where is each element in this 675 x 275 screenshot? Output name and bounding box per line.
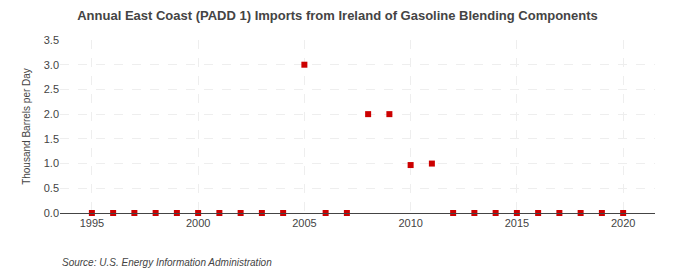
svg-text:2020: 2020 xyxy=(611,217,635,229)
svg-text:3.5: 3.5 xyxy=(44,34,59,46)
svg-text:2000: 2000 xyxy=(186,217,210,229)
svg-text:2005: 2005 xyxy=(292,217,316,229)
svg-text:1.0: 1.0 xyxy=(44,157,59,169)
svg-text:Thousand Barrels per Day: Thousand Barrels per Day xyxy=(21,68,32,185)
svg-text:Source: U.S. Energy Informatio: Source: U.S. Energy Information Administ… xyxy=(62,257,272,268)
svg-text:0.0: 0.0 xyxy=(44,207,59,219)
svg-text:2015: 2015 xyxy=(505,217,529,229)
svg-text:2.0: 2.0 xyxy=(44,108,59,120)
svg-text:3.0: 3.0 xyxy=(44,59,59,71)
svg-text:0.5: 0.5 xyxy=(44,182,59,194)
svg-text:1995: 1995 xyxy=(80,217,104,229)
svg-text:1.5: 1.5 xyxy=(44,133,59,145)
svg-text:2.5: 2.5 xyxy=(44,83,59,95)
svg-text:Annual East Coast (PADD 1) Imp: Annual East Coast (PADD 1) Imports from … xyxy=(77,8,598,23)
svg-text:2010: 2010 xyxy=(398,217,422,229)
